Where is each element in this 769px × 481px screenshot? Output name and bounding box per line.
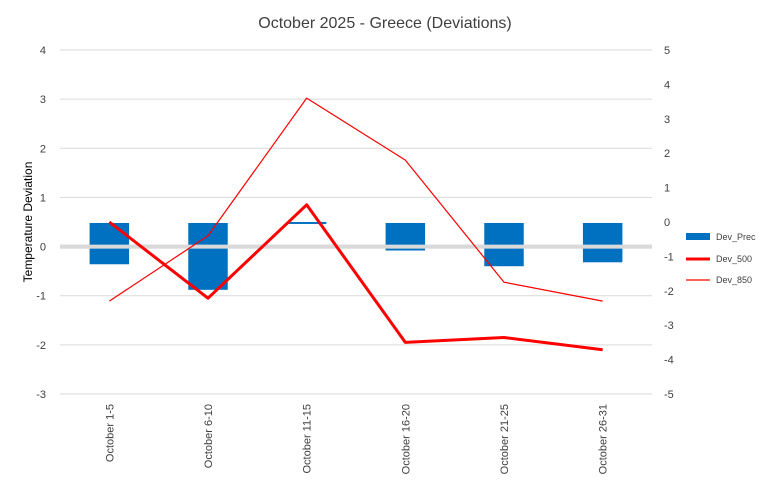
bar — [582, 222, 623, 263]
x-tick-label: October 16-20 — [400, 404, 412, 474]
y2-tick-label: 0 — [664, 217, 670, 229]
gridlines — [60, 49, 652, 395]
x-axis: October 1-5 October 6-10 October 11-15 Octo… — [104, 404, 609, 474]
legend-swatch — [686, 233, 710, 240]
y2-tick-label: 5 — [664, 45, 670, 57]
bar — [188, 222, 228, 290]
line-series — [108, 97, 603, 352]
x-tick-label: October 11-15 — [302, 404, 314, 474]
y-tick-label: 4 — [40, 45, 46, 57]
y2-tick-label: -1 — [664, 251, 674, 263]
y2-tick-label: -2 — [664, 286, 674, 298]
x-tick-label: October 6-10 — [203, 404, 215, 468]
y-tick-label: 0 — [40, 242, 46, 254]
y-axis-right: 5 4 3 2 1 0 -1 -2 -3 -4 -5 — [664, 45, 674, 401]
y2-tick-label: 4 — [664, 79, 670, 91]
x-tick-label: October 21-25 — [499, 404, 511, 474]
y2-tick-label: 1 — [664, 183, 670, 195]
y2-tick-label: -5 — [664, 389, 674, 401]
x-tick-label: October 26-31 — [598, 404, 610, 474]
y-tick-label: -3 — [36, 389, 46, 401]
bar — [286, 222, 327, 224]
y2-tick-label: 3 — [664, 114, 670, 126]
y-tick-label: 1 — [40, 192, 46, 204]
legend: Dev_Prec Dev_500 Dev_850 — [686, 232, 756, 285]
bar-series-dev-prec — [60, 222, 652, 290]
line-dev-500 — [108, 203, 603, 352]
y2-tick-label: 2 — [664, 148, 670, 160]
y-tick-label: -2 — [36, 340, 46, 352]
y2-tick-label: -4 — [664, 355, 674, 367]
x-tick-label: October 1-5 — [104, 404, 116, 462]
legend-label: Dev_500 — [716, 254, 752, 264]
chart-title: October 2025 - Greece (Deviations) — [258, 15, 511, 32]
legend-label: Dev_Prec — [716, 232, 756, 242]
y2-tick-label: -3 — [664, 320, 674, 332]
y-tick-label: 3 — [40, 94, 46, 106]
y-axis-label: Temperature Deviation — [21, 162, 35, 283]
bar — [89, 222, 130, 265]
y-tick-label: 2 — [40, 143, 46, 155]
legend-label: Dev_850 — [716, 275, 752, 285]
y-axis-left: 4 3 2 1 0 -1 -2 -3 — [36, 45, 46, 401]
y-tick-label: -1 — [36, 291, 46, 303]
line-dev-850 — [109, 97, 603, 302]
